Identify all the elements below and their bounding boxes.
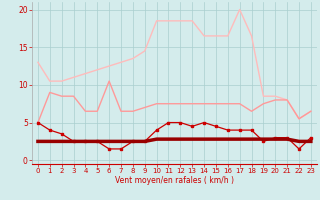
X-axis label: Vent moyen/en rafales ( km/h ): Vent moyen/en rafales ( km/h ): [115, 176, 234, 185]
